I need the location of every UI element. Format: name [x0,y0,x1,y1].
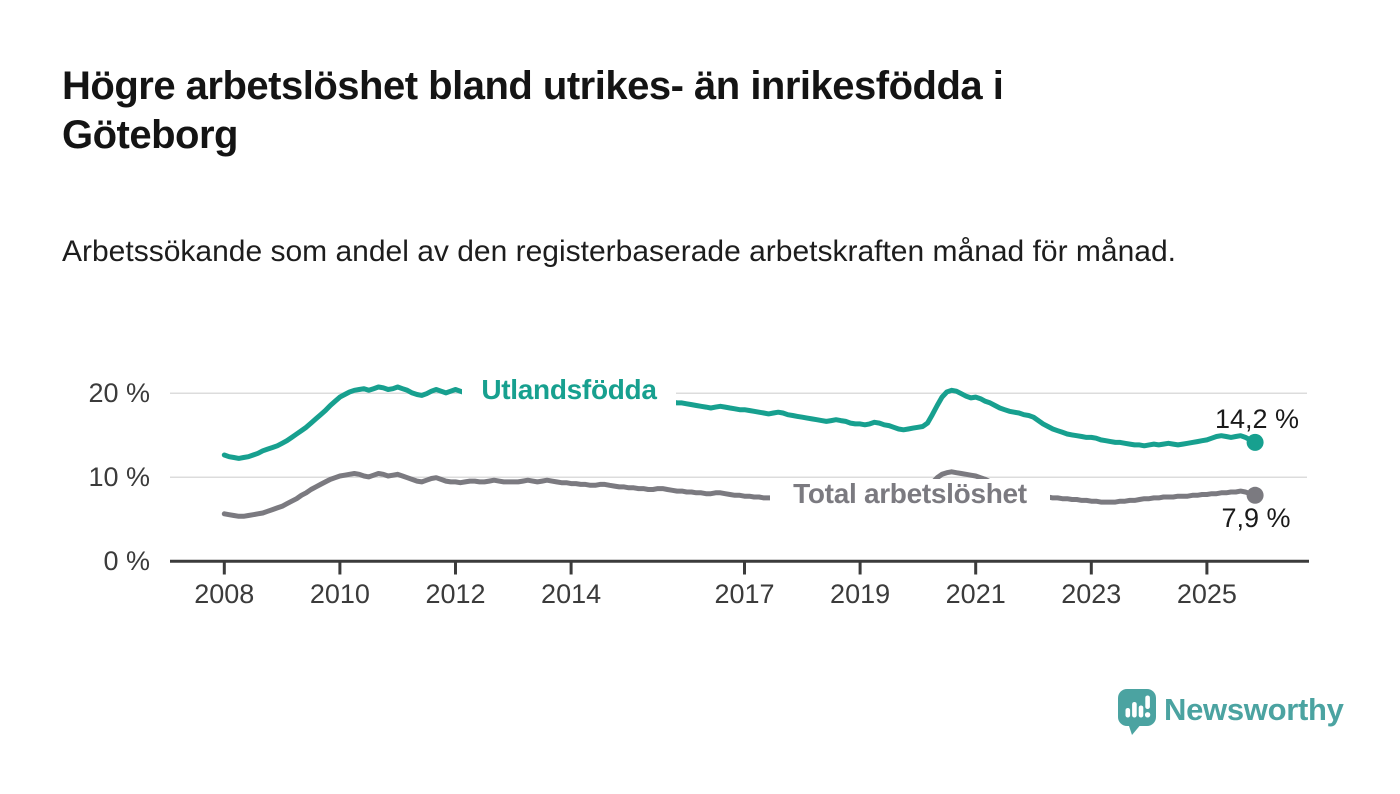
series-end-dots [1246,433,1264,504]
series-end-value-labels: 14,2 % 7,9 % [1215,404,1299,533]
end-value-total: 7,9 % [1221,503,1290,533]
x-tick-label: 2014 [541,579,601,609]
utlandsfodda-label-halo [462,374,676,406]
y-axis-labels: 0 % 10 % 20 % [88,378,150,576]
speech-bubble-tail [1128,723,1142,735]
x-tick-label: 2025 [1177,579,1237,609]
exclamation-dot [1144,712,1151,718]
bar-chart-bar-2 [1132,702,1137,718]
x-tick-label: 2012 [425,579,485,609]
gridlines [170,392,1307,479]
x-tick-label: 2008 [194,579,254,609]
exclamation-bar [1145,695,1150,709]
newsworthy-brand-name: Newsworthy [1164,692,1344,727]
series-lines [221,384,1258,519]
series-line-utlandsf-dda [221,384,1258,461]
series-label-utlandsfodda: Utlandsfödda [481,374,657,405]
x-tick-label: 2023 [1061,579,1121,609]
page-title: Högre arbetslöshet bland utrikes- än inr… [62,64,1004,157]
speech-bubble-body [1118,689,1156,726]
x-tick-label: 2017 [714,579,774,609]
total-label-halo [770,479,1050,512]
latest-value-dot [1246,486,1264,504]
x-tick-label: 2021 [946,579,1006,609]
series-label-halos [462,374,1050,512]
x-tick-label: 2010 [310,579,370,609]
series-label-total: Total arbetslöshet [793,478,1027,509]
x-axis-ticks: 2008 2010 2012 2014 2017 2019 2021 2023 2025 [194,561,1237,609]
bar-chart-bar-1 [1125,708,1131,718]
chart-subtitle: Arbetssökande som andel av den registerb… [62,235,1176,268]
y-tick-label-20: 20 % [88,378,150,408]
latest-value-dot [1246,433,1264,451]
series-line-total-arbetsl-shet [221,469,1258,519]
bar-chart-bar-3 [1138,705,1144,718]
series-labels: Utlandsfödda Total arbetslöshet [481,374,1027,509]
newsworthy-logo-icon [1118,689,1156,735]
end-value-utlandsfodda: 14,2 % [1215,404,1299,434]
y-tick-label-10: 10 % [88,462,150,492]
y-tick-label-0: 0 % [103,546,150,576]
x-tick-label: 2019 [830,579,890,609]
